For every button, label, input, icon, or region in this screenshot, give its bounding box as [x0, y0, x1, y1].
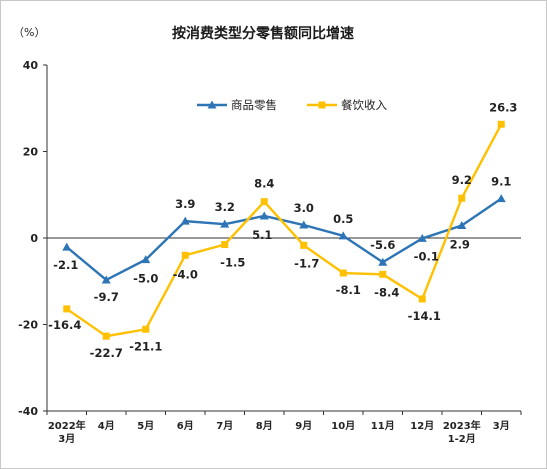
point-marker-square	[458, 194, 466, 202]
series-lines	[62, 120, 506, 340]
x-tick-label: 2023年 1-2月	[443, 419, 481, 445]
data-label: -4.0	[173, 267, 198, 281]
legend-label: 商品零售	[231, 98, 277, 112]
point-marker-square	[418, 295, 426, 303]
data-label: -2.1	[53, 258, 78, 272]
legend-marker-triangle	[207, 100, 217, 109]
data-label: -1.5	[220, 255, 245, 269]
point-marker-square	[339, 269, 347, 277]
x-tick-label: 6月	[177, 420, 194, 432]
y-tick-label: 0	[30, 232, 38, 245]
point-marker-square	[63, 305, 71, 313]
data-label: 5.1	[252, 228, 272, 242]
data-label: -16.4	[48, 318, 81, 332]
chart-title: 按消费类型分零售额同比增速	[172, 25, 354, 42]
point-marker-triangle	[457, 220, 467, 229]
data-label: 3.2	[215, 200, 235, 214]
point-marker-triangle	[62, 242, 72, 251]
point-marker-square	[497, 120, 505, 128]
data-label: 3.9	[175, 197, 195, 211]
x-tick-label: 8月	[256, 420, 273, 432]
point-marker-triangle	[299, 220, 309, 229]
point-marker-square	[142, 325, 150, 333]
point-marker-triangle	[101, 275, 111, 284]
point-marker-triangle	[496, 194, 506, 203]
data-label: 9.2	[452, 173, 472, 187]
series-line-goods	[65, 197, 502, 282]
legend-marker-square	[318, 101, 326, 109]
x-tick-label: 12月	[410, 420, 434, 432]
axes: 40 20 0 -20 -40 2022年 3月 4月 5月 6月 7月 8月 9月 10月 11月 12月 2…	[18, 59, 522, 445]
y-tick-label: 20	[23, 146, 39, 159]
point-marker-square	[379, 270, 387, 278]
data-label: 8.4	[254, 177, 274, 191]
x-tick-label: 10月	[331, 420, 355, 432]
data-label: -8.4	[374, 285, 399, 299]
point-marker-triangle	[220, 219, 230, 228]
point-marker-triangle	[378, 257, 388, 266]
data-label: 26.3	[489, 100, 517, 114]
data-label: -1.7	[294, 256, 319, 270]
point-marker-square	[260, 198, 268, 206]
point-marker-triangle	[180, 216, 190, 225]
y-tick-label: -20	[18, 319, 38, 332]
data-label: 2.9	[450, 237, 470, 251]
data-label: -22.7	[90, 346, 123, 360]
x-tick-label: 3月	[493, 420, 510, 432]
data-label: -8.1	[336, 283, 361, 297]
data-label: -21.1	[129, 339, 162, 353]
data-label: -0.1	[414, 249, 439, 263]
data-label: -5.6	[370, 238, 395, 252]
point-marker-square	[181, 251, 189, 259]
legend: 商品零售 餐饮收入	[197, 98, 387, 112]
y-unit-label: （%）	[13, 26, 45, 39]
point-marker-triangle	[417, 233, 427, 242]
x-tick-label: 2022年 3月	[48, 419, 86, 445]
series-line-catering	[66, 123, 503, 338]
point-marker-triangle	[141, 255, 151, 264]
data-label: 0.5	[333, 212, 353, 226]
x-tick-label: 11月	[371, 420, 395, 432]
x-tick-label: 9月	[295, 420, 312, 432]
data-labels: -2.1 -9.7 -5.0 3.9 3.2 5.1 3.0 0.5 -5.6 -0.1 2.9 9.…	[48, 100, 517, 360]
data-label: -14.1	[408, 309, 441, 323]
y-tick-label: -40	[18, 405, 38, 418]
x-tick-label: 5月	[137, 420, 154, 432]
data-label: -5.0	[133, 272, 158, 286]
y-tick-label: 40	[23, 59, 39, 72]
data-label: 3.0	[294, 201, 314, 215]
legend-label: 餐饮收入	[341, 98, 387, 112]
point-marker-square	[221, 240, 229, 248]
point-marker-triangle	[259, 211, 269, 220]
point-marker-square	[300, 241, 308, 249]
x-tick-label: 4月	[98, 420, 115, 432]
point-marker-triangle	[338, 231, 348, 240]
data-label: 9.1	[491, 175, 511, 189]
data-label: -9.7	[94, 290, 119, 304]
x-tick-label: 7月	[216, 420, 233, 432]
point-marker-square	[102, 332, 110, 340]
